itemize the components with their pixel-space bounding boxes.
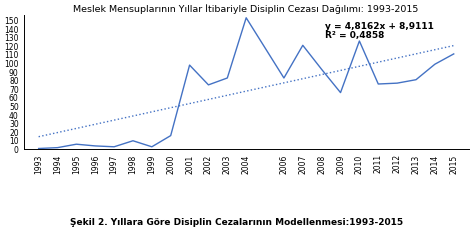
Text: Şekil 2. Yıllara Göre Disiplin Cezalarının Modellenmesi:1993-2015: Şekil 2. Yıllara Göre Disiplin Cezaların… (70, 218, 403, 226)
Text: y = 4,8162x + 8,9111: y = 4,8162x + 8,9111 (325, 22, 434, 31)
Title: Meslek Mensuplarının Yıllar İtibariyle Disiplin Cezası Dağılımı: 1993-2015: Meslek Mensuplarının Yıllar İtibariyle D… (73, 4, 419, 14)
Text: R² = 0,4858: R² = 0,4858 (325, 31, 385, 40)
